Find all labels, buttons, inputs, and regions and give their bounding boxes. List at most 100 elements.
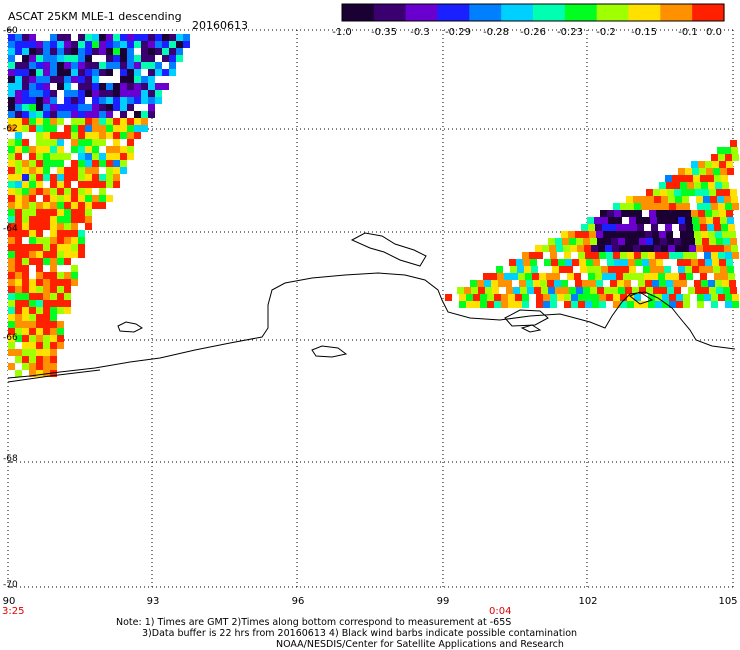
swath-cell bbox=[8, 153, 15, 160]
colorbar bbox=[341, 3, 725, 22]
swath-cell bbox=[638, 231, 645, 238]
swath-cell bbox=[134, 55, 141, 62]
swath-cell bbox=[99, 62, 106, 69]
swath-cell bbox=[22, 286, 29, 293]
swath-cell bbox=[697, 294, 704, 301]
swath-cell bbox=[99, 48, 106, 55]
swath-cell bbox=[15, 244, 22, 251]
swath-cell bbox=[50, 230, 57, 237]
swath-cell bbox=[665, 273, 672, 280]
swath-cell bbox=[637, 224, 644, 231]
swath-cell bbox=[169, 41, 176, 48]
swath-cell bbox=[597, 287, 604, 294]
swath-cell bbox=[71, 181, 78, 188]
swath-cell bbox=[57, 76, 64, 83]
swath-cell bbox=[599, 294, 606, 301]
swath-cell bbox=[50, 41, 57, 48]
swath-cell bbox=[690, 294, 697, 301]
swath-cell bbox=[36, 104, 43, 111]
swath-cell bbox=[50, 132, 57, 139]
swath-cell bbox=[148, 83, 155, 90]
swath-cell bbox=[57, 132, 64, 139]
swath-cell bbox=[43, 160, 50, 167]
swath-cell bbox=[15, 342, 22, 349]
swath-cell bbox=[50, 104, 57, 111]
swath-cell bbox=[599, 301, 606, 308]
swath-cell bbox=[714, 224, 721, 231]
swath-cell bbox=[483, 273, 490, 280]
swath-cell bbox=[50, 286, 57, 293]
swath-cell bbox=[162, 48, 169, 55]
swath-cell bbox=[57, 300, 64, 307]
colorbar-label: -0.29 bbox=[445, 27, 471, 38]
swath-cell bbox=[36, 146, 43, 153]
swath-cell bbox=[15, 307, 22, 314]
swath-cell bbox=[662, 252, 669, 259]
swath-cell bbox=[713, 266, 720, 273]
swath-cell bbox=[29, 146, 36, 153]
swath-cell bbox=[700, 224, 707, 231]
swath-cell bbox=[459, 301, 466, 308]
swath-cell bbox=[57, 62, 64, 69]
swath-cell bbox=[50, 69, 57, 76]
swath-cell bbox=[15, 153, 22, 160]
swath-cell bbox=[15, 146, 22, 153]
swath-cell bbox=[50, 279, 57, 286]
swath-cell bbox=[85, 76, 92, 83]
swath-cell bbox=[78, 34, 85, 41]
swath-cell bbox=[731, 196, 738, 203]
swath-cell bbox=[22, 202, 29, 209]
swath-cell bbox=[22, 48, 29, 55]
swath-cell bbox=[106, 160, 113, 167]
swath-cell bbox=[505, 280, 512, 287]
swath-cell bbox=[127, 153, 134, 160]
swath-cell bbox=[571, 252, 578, 259]
swath-cell bbox=[492, 287, 499, 294]
swath-cell bbox=[596, 280, 603, 287]
swath-cell bbox=[522, 294, 529, 301]
swath-cell bbox=[120, 48, 127, 55]
swath-cell bbox=[556, 245, 563, 252]
swath-cell bbox=[670, 259, 677, 266]
swath-cell bbox=[57, 314, 64, 321]
swath-cell bbox=[43, 76, 50, 83]
swath-cell bbox=[120, 34, 127, 41]
swath-cell bbox=[555, 238, 562, 245]
product-title: ASCAT 25KM MLE-1 descending bbox=[8, 10, 182, 23]
swath-cell bbox=[566, 266, 573, 273]
swath-cell bbox=[106, 146, 113, 153]
colorbar-segment bbox=[342, 4, 375, 21]
swath-cell bbox=[643, 217, 650, 224]
swath-cell bbox=[36, 181, 43, 188]
swath-cell bbox=[85, 104, 92, 111]
swath-cell bbox=[672, 273, 679, 280]
swath-cell bbox=[540, 280, 547, 287]
swath-cell bbox=[655, 294, 662, 301]
swath-cell bbox=[113, 83, 120, 90]
swath-cell bbox=[636, 217, 643, 224]
swath-cell bbox=[148, 104, 155, 111]
swath-cell bbox=[568, 231, 575, 238]
swath-cell bbox=[176, 41, 183, 48]
swath-cell bbox=[536, 252, 543, 259]
swath-cell bbox=[614, 259, 621, 266]
swath-cell bbox=[99, 188, 106, 195]
swath-cell bbox=[577, 245, 584, 252]
swath-cell bbox=[183, 41, 190, 48]
swath-cell bbox=[607, 259, 614, 266]
swath-cell bbox=[120, 104, 127, 111]
swath-cell bbox=[71, 167, 78, 174]
swath-cell bbox=[43, 69, 50, 76]
swath-cell bbox=[92, 62, 99, 69]
swath-cell bbox=[691, 210, 698, 217]
swath-cell bbox=[664, 217, 671, 224]
swath-cell bbox=[85, 90, 92, 97]
swath-cell bbox=[15, 258, 22, 265]
swath-cell bbox=[701, 280, 708, 287]
swath-cell bbox=[57, 174, 64, 181]
swath-cell bbox=[113, 34, 120, 41]
swath-cell bbox=[673, 231, 680, 238]
swath-cell bbox=[29, 41, 36, 48]
swath-cell bbox=[622, 217, 629, 224]
swath-cell bbox=[8, 83, 15, 90]
